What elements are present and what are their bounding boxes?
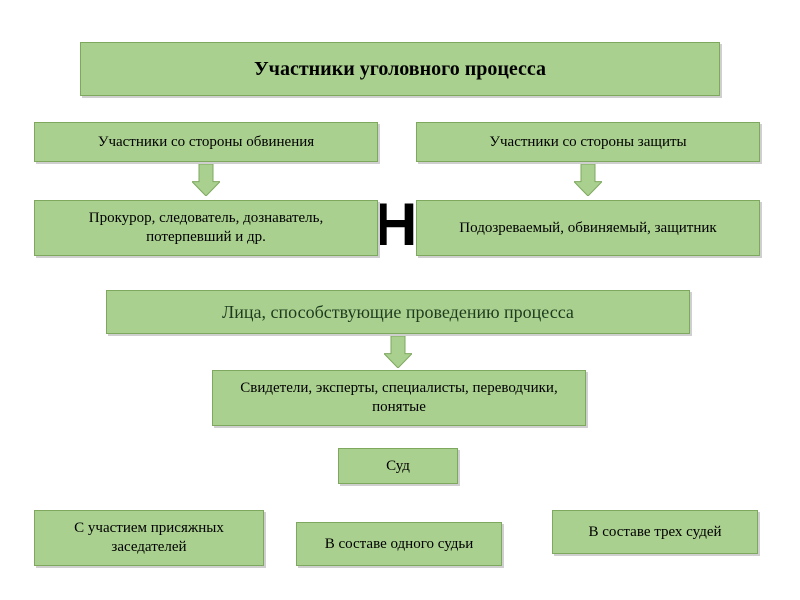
down-arrow-icon	[384, 336, 412, 368]
node-court: Суд	[338, 448, 458, 484]
node-prosecution-side-label: Участники со стороны обвинения	[98, 133, 314, 152]
node-facilitators-title: Лица, способствующие проведению процесса	[106, 290, 690, 334]
node-court-label: Суд	[386, 457, 410, 476]
node-facilitators-title-label: Лица, способствующие проведению процесса	[222, 301, 574, 324]
node-jury-label: С участием присяжных заседателей	[45, 519, 253, 557]
down-arrow-icon	[574, 164, 602, 196]
node-three-judges: В составе трех судей	[552, 510, 758, 554]
node-defense-side-label: Участники со стороны защиты	[489, 133, 686, 152]
node-defense-side: Участники со стороны защиты	[416, 122, 760, 162]
node-three-judges-label: В составе трех судей	[588, 523, 721, 542]
node-facilitators-list: Свидетели, эксперты, специалисты, перево…	[212, 370, 586, 426]
node-prosecution-side: Участники со стороны обвинения	[34, 122, 378, 162]
background-text-fragment: Н	[374, 190, 417, 259]
node-defense-list-label: Подозреваемый, обвиняемый, защитник	[459, 219, 716, 238]
node-facilitators-list-label: Свидетели, эксперты, специалисты, перево…	[223, 379, 575, 417]
down-arrow-icon	[192, 164, 220, 196]
node-prosecution-list: Прокурор, следователь, дознаватель, поте…	[34, 200, 378, 256]
node-defense-list: Подозреваемый, обвиняемый, защитник	[416, 200, 760, 256]
node-root: Участники уголовного процесса	[80, 42, 720, 96]
node-one-judge-label: В составе одного судьи	[325, 535, 474, 554]
node-root-label: Участники уголовного процесса	[254, 57, 546, 82]
node-jury: С участием присяжных заседателей	[34, 510, 264, 566]
node-prosecution-list-label: Прокурор, следователь, дознаватель, поте…	[45, 209, 367, 247]
node-one-judge: В составе одного судьи	[296, 522, 502, 566]
